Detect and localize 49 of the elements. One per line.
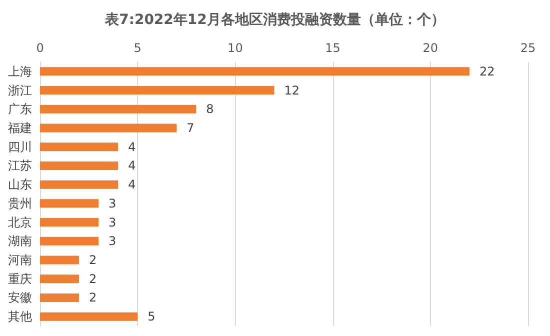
x-tick-label: 25 bbox=[520, 41, 536, 55]
y-tick-label: 贵州 bbox=[8, 196, 32, 210]
bar bbox=[40, 274, 80, 284]
bar bbox=[40, 142, 118, 152]
y-tick-label: 湖南 bbox=[8, 234, 32, 248]
data-label: 3 bbox=[108, 196, 116, 210]
bar bbox=[40, 236, 99, 246]
data-label: 7 bbox=[186, 121, 194, 135]
bar bbox=[40, 124, 177, 132]
data-label: 2 bbox=[89, 272, 97, 286]
data-label: 3 bbox=[108, 234, 116, 248]
data-label: 4 bbox=[128, 178, 136, 192]
data-label: 12 bbox=[284, 83, 300, 98]
y-tick-label: 北京 bbox=[8, 215, 32, 230]
bar bbox=[40, 312, 138, 321]
data-label: 2 bbox=[89, 290, 97, 305]
bar bbox=[40, 218, 99, 227]
y-tick-label: 福建 bbox=[8, 121, 32, 135]
bar bbox=[40, 161, 118, 170]
bar bbox=[40, 86, 274, 95]
bar bbox=[40, 180, 118, 189]
y-tick-label: 浙江 bbox=[8, 83, 32, 98]
data-label: 4 bbox=[128, 140, 136, 154]
data-label: 3 bbox=[108, 215, 116, 230]
bar bbox=[40, 67, 470, 76]
y-tick-label: 江苏 bbox=[8, 158, 32, 173]
y-tick-label: 广东 bbox=[8, 102, 32, 116]
y-tick-label: 其他 bbox=[8, 310, 32, 324]
y-tick-label: 安徽 bbox=[8, 290, 32, 305]
data-label: 4 bbox=[128, 158, 136, 173]
x-tick-label: 15 bbox=[325, 41, 340, 55]
x-tick-label: 0 bbox=[36, 41, 44, 55]
chart-title: 表7:2022年12月各地区消费投融资数量（单位：个） bbox=[104, 12, 445, 28]
y-tick-label: 河南 bbox=[8, 253, 32, 267]
y-tick-label: 上海 bbox=[8, 64, 32, 78]
data-label: 8 bbox=[206, 102, 214, 116]
bar bbox=[40, 104, 196, 114]
data-label: 2 bbox=[89, 253, 97, 267]
y-tick-label: 四川 bbox=[8, 140, 32, 154]
x-tick-label: 10 bbox=[228, 41, 243, 55]
bar bbox=[40, 199, 99, 208]
data-label: 5 bbox=[148, 310, 156, 324]
data-label: 22 bbox=[479, 64, 495, 78]
x-tick-label: 5 bbox=[134, 41, 142, 55]
x-tick-label: 20 bbox=[422, 41, 438, 55]
bar bbox=[40, 293, 80, 302]
y-tick-label: 重庆 bbox=[8, 272, 32, 286]
bar bbox=[40, 256, 80, 264]
y-tick-label: 山东 bbox=[8, 178, 32, 192]
